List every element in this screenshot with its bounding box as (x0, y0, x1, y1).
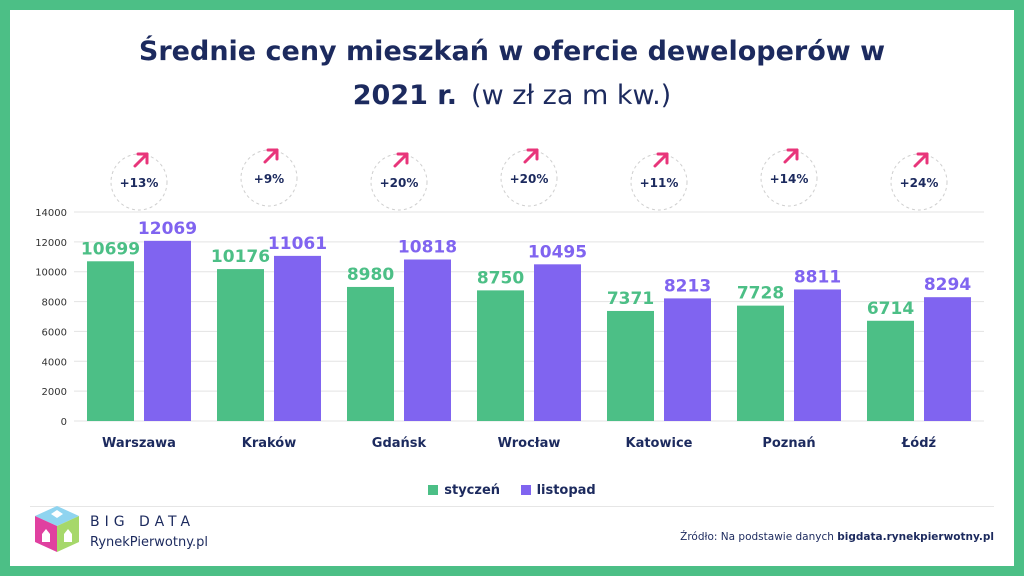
x-tick-label: Poznań (762, 436, 815, 451)
bar-listopad (534, 264, 581, 421)
y-tick-label: 12000 (35, 238, 67, 249)
source-note: Źródło: Na podstawie danych bigdata.ryne… (680, 531, 994, 543)
y-tick-label: 0 (61, 417, 67, 428)
y-tick-label: 4000 (42, 357, 67, 368)
bar-listopad (144, 240, 191, 421)
y-tick-label: 6000 (42, 327, 67, 338)
bar-styczen (737, 305, 784, 421)
change-label: +20% (380, 176, 419, 190)
footer-divider (30, 506, 994, 507)
chart-title-line1: Średnie ceny mieszkań w ofercie dewelope… (138, 36, 886, 67)
chart-title-line2: 2021 r. (w zł za m kw.) (10, 80, 1014, 111)
trend-up-arrow-icon (913, 152, 929, 168)
trend-up-arrow-icon (653, 152, 669, 168)
change-circle (760, 149, 818, 207)
big-data-logo-icon (35, 506, 79, 552)
chart-card: Średnie ceny mieszkań w ofercie dewelope… (10, 10, 1014, 566)
legend-swatch-listopad (520, 485, 531, 495)
change-circle (500, 149, 558, 207)
x-tick-label: Kraków (242, 436, 297, 451)
arrow-shaft (523, 148, 539, 164)
legend-label-listopad: listopad (536, 483, 596, 498)
source-prefix: Źródło: Na podstawie danych (680, 531, 834, 543)
legend-label-styczen: styczeń (444, 483, 501, 498)
arrow-head (526, 148, 539, 161)
change-label: +11% (640, 176, 679, 190)
trend-up-arrow-icon (393, 152, 409, 168)
bar-listopad (924, 297, 971, 421)
data-label-styczen: 10699 (81, 239, 140, 259)
data-label-listopad: 8811 (794, 267, 841, 287)
change-circle (890, 153, 948, 211)
arrow-head (656, 152, 669, 165)
y-tick-label: 2000 (42, 387, 67, 398)
x-tick-label: Wrocław (498, 436, 561, 451)
legend-item-styczen: styczeń (428, 483, 500, 498)
legend-swatch-styczen (428, 485, 439, 495)
change-label: +24% (900, 176, 939, 190)
data-label-listopad: 8294 (924, 275, 971, 295)
data-label-styczen: 10176 (211, 247, 270, 267)
x-tick-label: Katowice (626, 436, 693, 451)
trend-up-arrow-icon (523, 148, 539, 164)
legend-item-listopad: listopad (520, 483, 596, 498)
arrow-head (136, 152, 149, 165)
arrow-head (916, 152, 929, 165)
arrow-shaft (653, 152, 669, 168)
chart-legend: styczeń listopad (10, 483, 1014, 498)
data-label-listopad: 11061 (268, 234, 327, 254)
arrow-shaft (913, 152, 929, 168)
change-label: +13% (120, 176, 159, 190)
brand-site: RynekPierwotny.pl (90, 535, 209, 550)
bar-listopad (794, 289, 841, 421)
change-label: +20% (510, 172, 549, 186)
chart-title-unit: (w zł za m kw.) (471, 80, 672, 111)
source-link: bigdata.rynekpierwotny.pl (837, 531, 994, 543)
data-label-listopad: 8213 (664, 276, 711, 296)
trend-up-arrow-icon (783, 148, 799, 164)
change-label: +9% (254, 172, 284, 186)
change-circle (240, 149, 298, 207)
bar-styczen (867, 320, 914, 421)
data-label-styczen: 7371 (607, 289, 654, 309)
arrow-shaft (393, 152, 409, 168)
data-label-listopad: 10818 (398, 238, 457, 258)
data-label-styczen: 7728 (737, 284, 784, 304)
arrow-head (266, 148, 279, 161)
arrow-shaft (133, 152, 149, 168)
data-label-styczen: 8750 (477, 268, 524, 288)
bar-listopad (404, 259, 451, 421)
trend-up-arrow-icon (133, 152, 149, 168)
chart-title-year: 2021 r. (352, 80, 458, 111)
arrow-head (396, 152, 409, 165)
data-label-styczen: 6714 (867, 299, 914, 319)
bar-styczen (477, 290, 524, 421)
x-tick-label: Warszawa (102, 436, 176, 451)
data-label-styczen: 8980 (347, 265, 394, 285)
y-tick-label: 14000 (35, 208, 67, 219)
brand-name: BIG DATA (90, 514, 196, 530)
arrow-shaft (263, 148, 279, 164)
bar-styczen (607, 310, 654, 421)
bar-listopad (274, 255, 321, 421)
change-circle (370, 153, 428, 211)
bar-listopad (664, 298, 711, 421)
bar-chart: 0 2000 4000 6000 8000 10000 12000 14000 10699120… (35, 148, 984, 451)
change-circle (630, 153, 688, 211)
bar-styczen (87, 261, 134, 421)
bar-styczen (217, 269, 264, 421)
data-label-listopad: 10495 (528, 242, 587, 262)
arrow-head (786, 148, 799, 161)
y-tick-label: 10000 (35, 268, 67, 279)
change-circle (110, 153, 168, 211)
trend-up-arrow-icon (263, 148, 279, 164)
x-tick-label: Łódź (901, 436, 936, 451)
bar-styczen (347, 286, 394, 421)
data-label-listopad: 12069 (138, 219, 197, 239)
x-tick-label: Gdańsk (372, 436, 427, 451)
change-label: +14% (770, 172, 809, 186)
y-tick-label: 8000 (42, 298, 67, 309)
arrow-shaft (783, 148, 799, 164)
